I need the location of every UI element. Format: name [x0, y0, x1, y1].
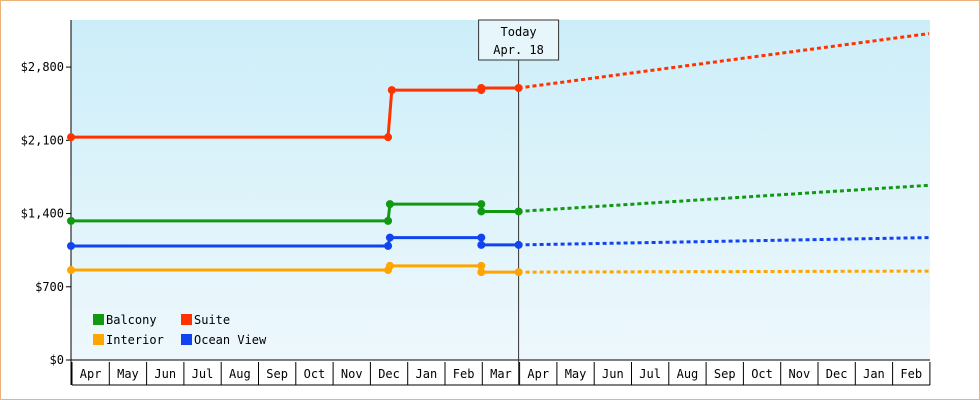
series-point	[385, 233, 394, 242]
series-history-line	[71, 202, 519, 223]
series-point	[385, 200, 394, 209]
x-tick-label: Apr	[80, 367, 102, 381]
series-point	[477, 84, 486, 92]
legend-swatch	[93, 314, 104, 325]
series-lines	[67, 32, 930, 277]
x-tick-label: Sep	[714, 367, 736, 381]
series-forecast-line	[518, 32, 930, 90]
legend-label: Ocean View	[194, 333, 267, 347]
legend-swatch	[181, 334, 192, 345]
series-point	[67, 266, 75, 275]
today-date: Apr. 18	[493, 43, 544, 57]
x-tick-label: Jan	[863, 367, 885, 381]
series-forecast-line	[518, 236, 929, 247]
series-point	[477, 261, 486, 270]
series-point	[477, 240, 486, 249]
x-tick-label: Apr	[527, 367, 549, 381]
series-point	[384, 133, 393, 142]
y-tick-label: $700	[35, 280, 64, 294]
y-tick-label: $1,400	[21, 207, 64, 221]
series-point	[67, 133, 75, 142]
x-tick-label: Mar	[490, 367, 512, 381]
legend-label: Interior	[106, 333, 164, 347]
series-point	[514, 240, 523, 249]
today-label: Today	[501, 25, 537, 39]
x-tick-label: Aug	[677, 367, 699, 381]
y-tick-label: $2,800	[21, 60, 64, 74]
x-tick-label: Jul	[639, 367, 661, 381]
series-forecast-line	[518, 269, 929, 274]
series-point	[384, 241, 393, 250]
series-point	[384, 216, 393, 225]
series-point	[514, 207, 523, 216]
legend-label: Suite	[194, 313, 230, 327]
series-forecast-line	[518, 183, 929, 213]
x-tick-label: Feb	[453, 367, 475, 381]
legend-label: Balcony	[106, 313, 157, 327]
today-box	[478, 19, 560, 61]
x-tick-label: May	[565, 367, 587, 381]
x-tick-label: Jun	[154, 367, 176, 381]
x-tick-label: Oct	[751, 367, 773, 381]
x-tick-label: May	[117, 367, 139, 381]
plot-area	[71, 20, 930, 360]
today-marker: Today Apr. 18	[478, 19, 560, 385]
x-tick-label: Dec	[378, 367, 400, 381]
x-tick-label: Jul	[192, 367, 214, 381]
series-point	[477, 200, 486, 209]
legend: Balcony Suite Interior Ocean View	[93, 313, 267, 347]
series-point	[477, 233, 486, 242]
series-history-line	[71, 86, 519, 139]
series-point	[385, 261, 394, 270]
x-axis: Apr May Jun Jul Aug Sep Oct Nov Dec Jan Feb Mar Apr M…	[71, 359, 931, 386]
series-point	[477, 207, 486, 216]
series-point	[67, 216, 75, 225]
y-axis: $0 $700 $1,400 $2,100 $2,800	[21, 20, 72, 385]
y-tick-label: $0	[50, 353, 64, 367]
x-tick-label: Oct	[304, 367, 326, 381]
series-point	[67, 241, 75, 250]
x-tick-label: Nov	[341, 367, 363, 381]
x-tick-label: Jan	[416, 367, 438, 381]
series-history-line	[71, 236, 519, 248]
x-tick-label: Feb	[900, 367, 922, 381]
y-tick-label: $2,100	[21, 133, 64, 147]
x-tick-label: Aug	[229, 367, 251, 381]
series-point	[514, 268, 523, 277]
x-tick-label: Dec	[826, 367, 848, 381]
x-tick-label: Nov	[789, 367, 811, 381]
series-point	[514, 84, 523, 92]
series-point	[387, 86, 396, 95]
x-tick-label: Jun	[602, 367, 624, 381]
series-history-line	[71, 264, 519, 274]
x-tick-label: Sep	[266, 367, 288, 381]
legend-swatch	[181, 314, 192, 325]
series-point	[477, 268, 486, 277]
legend-swatch	[93, 334, 104, 345]
